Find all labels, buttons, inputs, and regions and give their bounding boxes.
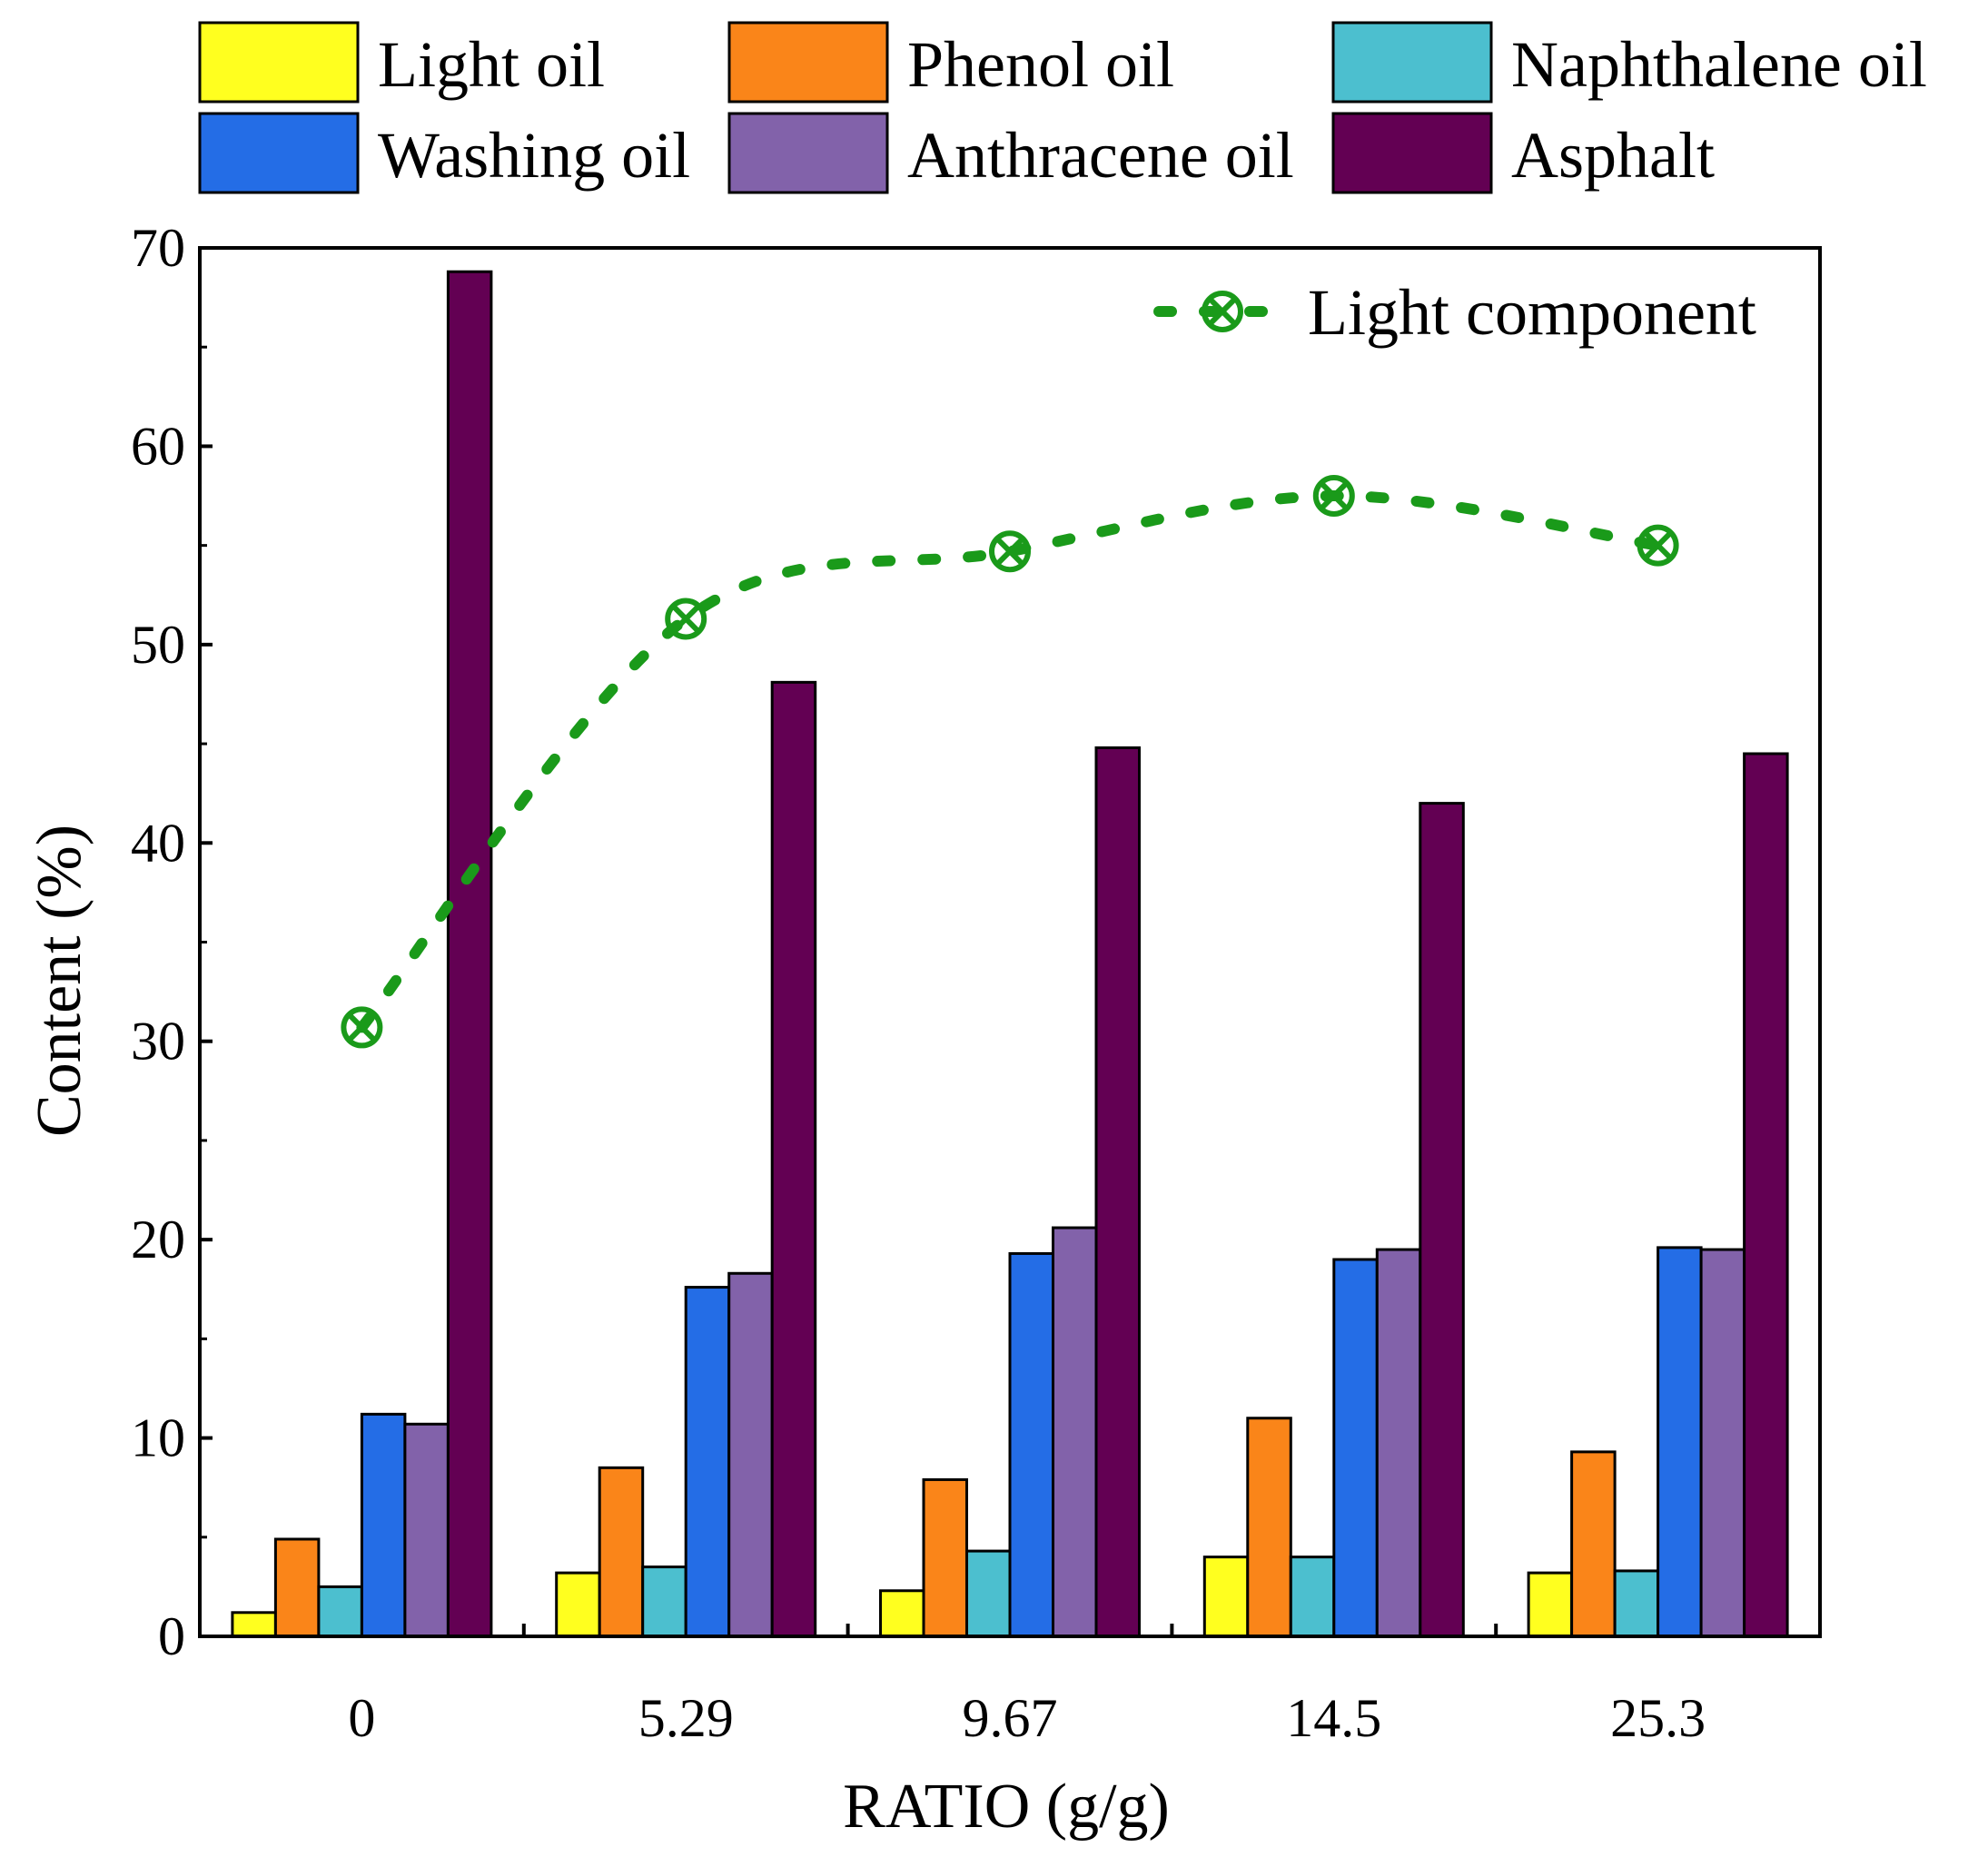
bar-washing-oil-25-3 <box>1658 1248 1702 1636</box>
bars <box>232 272 1787 1636</box>
legend-item-light-component: Light component <box>1159 276 1756 349</box>
legend-label-washing-oil: Washing oil <box>378 119 690 192</box>
inner-legend: Light component <box>1159 276 1756 349</box>
bar-naphthalene-oil-25-3 <box>1615 1571 1658 1636</box>
x-tick-label-0: 0 <box>348 1688 375 1748</box>
marker-light-component-5-29 <box>668 600 704 637</box>
y-axis-title: Content (%) <box>25 825 94 1137</box>
bar-anthracene-oil-0 <box>405 1424 449 1636</box>
legend-label-light-oil: Light oil <box>378 28 605 101</box>
bar-washing-oil-14-5 <box>1334 1259 1378 1636</box>
bar-asphalt-0 <box>448 272 491 1636</box>
bar-washing-oil-0 <box>361 1414 405 1636</box>
bar-phenol-oil-14-5 <box>1248 1418 1291 1636</box>
bar-asphalt-5-29 <box>772 682 816 1636</box>
bar-light-oil-0 <box>232 1613 276 1636</box>
marker-light-component-0 <box>343 1009 380 1045</box>
bar-asphalt-9-67 <box>1096 747 1140 1636</box>
bar-naphthalene-oil-0 <box>319 1586 362 1636</box>
legend-swatch-naphthalene-oil <box>1333 23 1491 102</box>
legend-item-naphthalene-oil: Naphthalene oil <box>1333 23 1927 102</box>
bar-anthracene-oil-25-3 <box>1701 1250 1745 1636</box>
legend-item-anthracene-oil: Anthracene oil <box>729 114 1294 193</box>
bar-naphthalene-oil-14-5 <box>1291 1557 1334 1636</box>
legend-swatch-anthracene-oil <box>729 114 887 193</box>
legend-label-phenol-oil: Phenol oil <box>907 28 1174 101</box>
bar-anthracene-oil-5-29 <box>729 1273 773 1636</box>
bar-phenol-oil-9-67 <box>924 1479 967 1636</box>
bar-washing-oil-5-29 <box>686 1288 729 1636</box>
bar-anthracene-oil-14-5 <box>1377 1250 1420 1636</box>
bar-phenol-oil-25-3 <box>1572 1452 1616 1636</box>
bar-phenol-oil-5-29 <box>599 1467 643 1636</box>
y-tick-label-20: 20 <box>131 1210 185 1269</box>
legend-label-asphalt: Asphalt <box>1511 119 1715 192</box>
bar-light-oil-25-3 <box>1528 1573 1572 1636</box>
legend-item-phenol-oil: Phenol oil <box>729 23 1174 102</box>
x-tick-label-14-5: 14.5 <box>1286 1688 1381 1748</box>
chart: Light oil Phenol oil Naphthalene oil Washin… <box>0 0 1988 1857</box>
y-tick-label-40: 40 <box>131 813 185 873</box>
bar-asphalt-14-5 <box>1420 804 1464 1636</box>
bar-phenol-oil-0 <box>275 1539 319 1636</box>
bar-naphthalene-oil-9-67 <box>967 1551 1011 1636</box>
legend: Light oil Phenol oil Naphthalene oil Washin… <box>200 23 1927 193</box>
legend-item-washing-oil: Washing oil <box>200 114 690 193</box>
legend-label-naphthalene-oil: Naphthalene oil <box>1511 28 1927 101</box>
legend-swatch-phenol-oil <box>729 23 887 102</box>
y-tick-label-10: 10 <box>131 1408 185 1468</box>
bar-light-oil-5-29 <box>557 1573 600 1636</box>
y-tick-label-70: 70 <box>131 218 185 278</box>
bar-anthracene-oil-9-67 <box>1053 1228 1097 1636</box>
legend-swatch-asphalt <box>1333 114 1491 193</box>
x-tick-label-25-3: 25.3 <box>1610 1688 1706 1748</box>
y-tick-label-30: 30 <box>131 1012 185 1072</box>
y-tick-label-60: 60 <box>131 416 185 476</box>
legend-swatch-washing-oil <box>200 114 358 193</box>
bar-washing-oil-9-67 <box>1010 1253 1053 1636</box>
y-tick-label-0: 0 <box>158 1606 185 1666</box>
legend-swatch-light-oil <box>200 23 358 102</box>
legend-label-anthracene-oil: Anthracene oil <box>907 119 1294 192</box>
legend-item-light-oil: Light oil <box>200 23 605 102</box>
legend-label-light-component: Light component <box>1308 276 1756 349</box>
x-axis-title: RATIO (g/g) <box>843 1772 1170 1842</box>
x-tick-label-5-29: 5.29 <box>638 1688 734 1748</box>
bar-light-oil-9-67 <box>881 1591 925 1636</box>
bar-asphalt-25-3 <box>1745 754 1788 1636</box>
bar-light-oil-14-5 <box>1204 1557 1248 1636</box>
y-tick-label-50: 50 <box>131 615 185 675</box>
light-component-line <box>343 478 1676 1045</box>
x-tick-label-9-67: 9.67 <box>963 1688 1058 1748</box>
bar-naphthalene-oil-5-29 <box>643 1567 687 1636</box>
legend-item-asphalt: Asphalt <box>1333 114 1715 193</box>
